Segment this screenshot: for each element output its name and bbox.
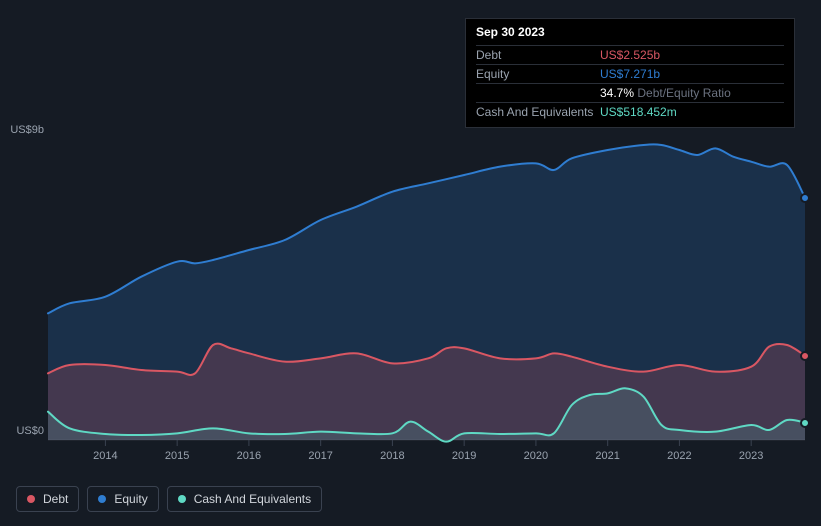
x-tick-label: 2014 [93, 450, 117, 462]
end-marker-equity [800, 193, 810, 203]
legend-item-debt[interactable]: Debt [16, 486, 79, 512]
chart-legend: Debt Equity Cash And Equivalents [16, 486, 322, 512]
x-tick-label: 2019 [452, 450, 476, 462]
tooltip-row-label: Equity [476, 67, 600, 81]
chart-tooltip: Sep 30 2023 DebtUS$2.525bEquityUS$7.271b… [465, 18, 795, 128]
tooltip-row: EquityUS$7.271b [476, 64, 784, 83]
tooltip-row-value: US$7.271b [600, 67, 660, 81]
legend-item-equity[interactable]: Equity [87, 486, 158, 512]
tooltip-row-value: US$518.452m [600, 105, 677, 119]
x-tick-label: 2018 [380, 450, 404, 462]
tooltip-row: 34.7% Debt/Equity Ratio [476, 83, 784, 102]
tooltip-row-label: Cash And Equivalents [476, 105, 600, 119]
x-tick-label: 2017 [308, 450, 332, 462]
end-marker-cash [800, 418, 810, 428]
legend-label-debt: Debt [43, 492, 68, 506]
tooltip-row: Cash And EquivalentsUS$518.452m [476, 102, 784, 121]
tooltip-row-label [476, 86, 600, 100]
tooltip-row-value: US$2.525b [600, 48, 660, 62]
x-tick-label: 2022 [667, 450, 691, 462]
x-tick-label: 2015 [165, 450, 189, 462]
legend-label-cash: Cash And Equivalents [194, 492, 311, 506]
tooltip-row-label: Debt [476, 48, 600, 62]
legend-dot-debt [27, 495, 35, 503]
x-tick-label: 2023 [739, 450, 763, 462]
x-tick-label: 2016 [237, 450, 261, 462]
tooltip-title: Sep 30 2023 [476, 25, 784, 43]
legend-item-cash[interactable]: Cash And Equivalents [167, 486, 322, 512]
x-tick-label: 2021 [595, 450, 619, 462]
tooltip-row: DebtUS$2.525b [476, 45, 784, 64]
tooltip-row-value: 34.7% Debt/Equity Ratio [600, 86, 731, 100]
legend-dot-equity [98, 495, 106, 503]
x-tick-label: 2020 [524, 450, 548, 462]
end-marker-debt [800, 351, 810, 361]
tooltip-rows: DebtUS$2.525bEquityUS$7.271b34.7% Debt/E… [476, 45, 784, 121]
legend-dot-cash [178, 495, 186, 503]
legend-label-equity: Equity [114, 492, 147, 506]
